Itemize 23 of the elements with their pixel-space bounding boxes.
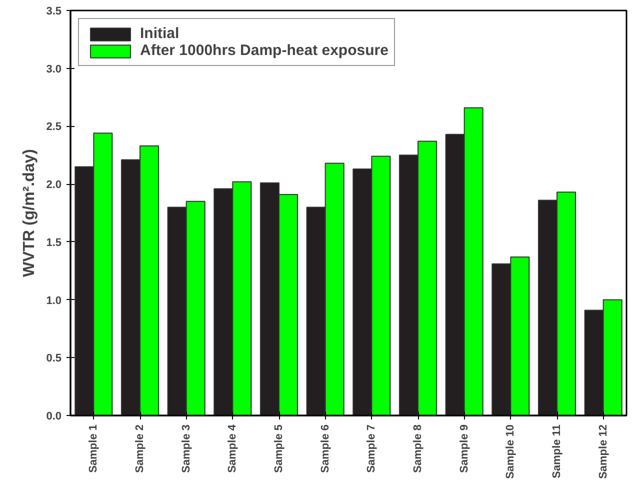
x-tick-label: Sample 3 bbox=[180, 424, 192, 473]
x-tick-label: Sample 4 bbox=[226, 424, 239, 473]
y-tick-label: 1.0 bbox=[46, 294, 62, 307]
x-tick-label: Sample 10 bbox=[504, 424, 517, 479]
x-tick-label: Sample 12 bbox=[597, 424, 610, 479]
y-tick-label: 0.0 bbox=[46, 410, 62, 422]
x-tick-label: Sample 2 bbox=[134, 424, 146, 473]
y-axis-title: WVTR (g/m².day) bbox=[21, 148, 38, 277]
y-tick-label: 2.5 bbox=[46, 121, 62, 134]
x-tick-label: Sample 11 bbox=[551, 424, 563, 478]
y-tick-label: 0.5 bbox=[46, 352, 62, 365]
legend-label: After 1000hrs Damp-heat exposure bbox=[140, 42, 388, 59]
y-tick-label: 1.5 bbox=[46, 236, 62, 249]
y-tick-label: 2.0 bbox=[46, 179, 62, 192]
legend-label: Initial bbox=[140, 25, 180, 42]
x-tick-label: Sample 6 bbox=[319, 424, 332, 473]
y-tick-label: 3.5 bbox=[46, 6, 62, 18]
x-tick-label: Sample 1 bbox=[88, 424, 100, 473]
x-tick-label: Sample 7 bbox=[366, 424, 378, 473]
x-tick-label: Sample 8 bbox=[412, 424, 424, 473]
y-tick-label: 3.0 bbox=[46, 63, 62, 76]
x-tick-label: Sample 5 bbox=[273, 424, 285, 473]
x-tick-label: Sample 9 bbox=[458, 424, 470, 473]
